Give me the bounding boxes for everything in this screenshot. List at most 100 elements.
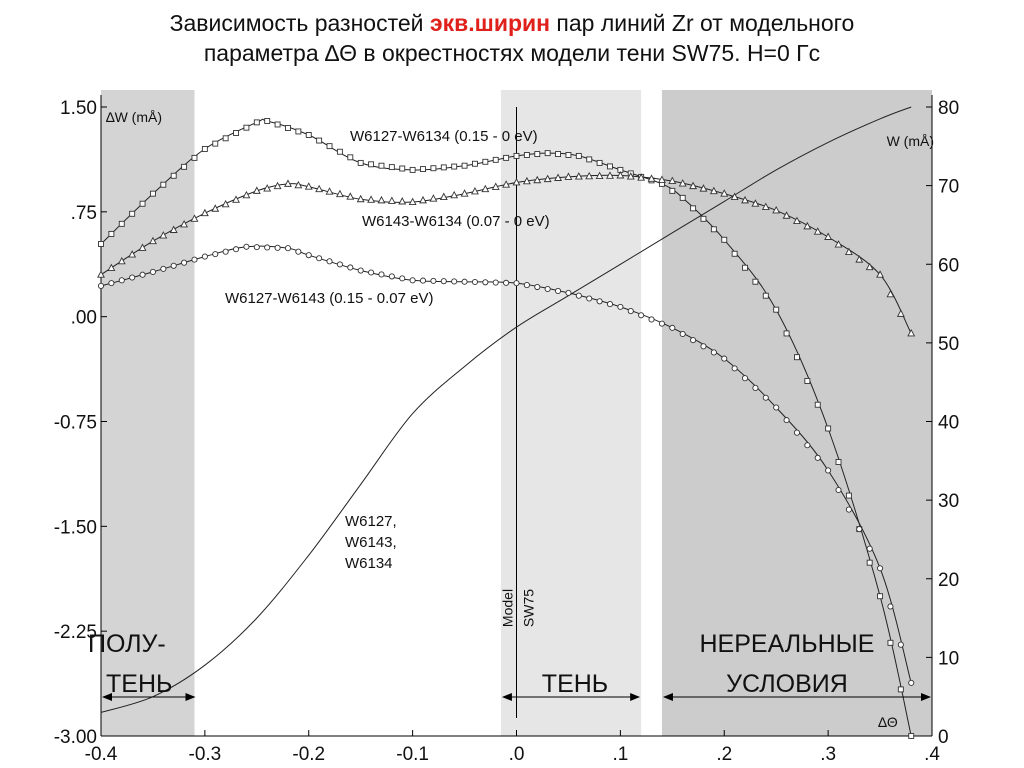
marker-triangle xyxy=(782,211,791,219)
marker-triangle xyxy=(657,175,666,183)
marker-triangle xyxy=(232,195,240,203)
marker-triangle xyxy=(169,225,178,233)
marker-triangle xyxy=(761,202,770,211)
marker-circle xyxy=(752,384,759,392)
y-left-tick-label: 1.50 xyxy=(60,98,97,119)
region-label-unreal: УСЛОВИЯ xyxy=(726,670,848,698)
marker-triangle xyxy=(481,184,490,193)
series-markers xyxy=(97,118,916,739)
series-line-1 xyxy=(100,118,912,737)
marker-triangle xyxy=(886,289,895,298)
marker-triangle xyxy=(647,174,656,182)
y-left-tick-label: .75 xyxy=(71,203,97,224)
y-right-tick-label: 50 xyxy=(938,334,959,355)
marker-triangle xyxy=(107,263,116,271)
marker-circle xyxy=(731,365,738,372)
marker-circle xyxy=(679,330,686,338)
marker-circle xyxy=(856,526,863,533)
marker-circle xyxy=(305,252,312,259)
marker-circle xyxy=(170,262,177,269)
marker-triangle xyxy=(491,182,500,190)
marker-triangle xyxy=(824,232,833,240)
marker-square xyxy=(409,166,416,173)
marker-circle xyxy=(388,273,395,280)
marker-square xyxy=(565,152,572,158)
series-label-4: W6127, xyxy=(345,513,397,530)
marker-circle xyxy=(212,251,219,258)
marker-triangle xyxy=(512,178,521,186)
chart-title: Зависимость разностей экв.ширин пар лини… xyxy=(0,8,1024,68)
marker-triangle xyxy=(138,243,147,251)
x-tick-label: -0.1 xyxy=(396,744,429,765)
marker-triangle xyxy=(439,192,448,200)
marker-circle xyxy=(139,271,146,278)
marker-square xyxy=(503,154,510,161)
marker-square xyxy=(690,205,697,212)
y-left-axis-label: ∆W (mÅ) xyxy=(106,109,162,125)
series-label-2: W6143-W6134 (0.07 - 0 eV) xyxy=(362,213,550,230)
marker-circle xyxy=(710,349,717,356)
marker-circle xyxy=(503,279,510,286)
marker-circle xyxy=(347,264,354,271)
marker-circle xyxy=(419,277,427,284)
marker-triangle xyxy=(907,328,916,337)
marker-square xyxy=(233,130,239,136)
series-label-4: W6143, xyxy=(345,534,397,551)
marker-triangle xyxy=(128,250,137,258)
marker-square xyxy=(845,492,852,499)
marker-circle xyxy=(762,394,769,401)
title-highlight: экв.ширин xyxy=(429,10,551,36)
marker-circle xyxy=(627,308,634,315)
marker-triangle xyxy=(450,190,459,199)
marker-circle xyxy=(523,282,530,289)
marker-square xyxy=(191,154,198,161)
marker-square xyxy=(108,230,115,237)
marker-square xyxy=(357,159,364,166)
region-label-semi-shadow: ТЕНЬ xyxy=(106,670,172,698)
marker-square xyxy=(336,148,343,155)
marker-triangle xyxy=(211,204,220,212)
marker-square xyxy=(378,162,385,169)
marker-square xyxy=(316,137,323,144)
marker-triangle xyxy=(294,180,303,189)
marker-square xyxy=(523,152,530,158)
marker-square xyxy=(160,181,167,188)
marker-triangle xyxy=(377,195,386,204)
marker-circle xyxy=(201,253,208,260)
marker-square xyxy=(721,236,728,243)
marker-triangle xyxy=(564,172,573,180)
marker-square xyxy=(544,150,551,157)
marker-triangle xyxy=(460,189,469,197)
marker-square xyxy=(118,220,125,227)
series-line-4 xyxy=(100,106,912,713)
marker-circle xyxy=(773,404,780,411)
marker-square xyxy=(139,200,146,207)
marker-triangle xyxy=(855,255,864,263)
title-part-1: Зависимость разностей xyxy=(169,10,430,36)
y-left-tick-label: -3.00 xyxy=(54,727,97,748)
marker-circle xyxy=(804,442,811,449)
marker-circle xyxy=(721,355,728,362)
model-sw75-label: SW75 xyxy=(521,589,537,627)
marker-circle xyxy=(741,375,749,382)
marker-triangle xyxy=(408,197,417,205)
marker-square xyxy=(170,172,177,179)
marker-triangle xyxy=(730,192,739,200)
marker-triangle xyxy=(574,172,583,180)
marker-square xyxy=(825,425,832,432)
y-right-tick-label: 80 xyxy=(938,98,959,119)
marker-square xyxy=(731,250,738,257)
marker-triangle xyxy=(678,179,687,187)
marker-circle xyxy=(638,312,645,319)
x-tick-label: .0 xyxy=(509,744,525,765)
series-label-1: W6127-W6134 (0.15 - 0 eV) xyxy=(350,128,538,145)
marker-square xyxy=(482,158,489,165)
marker-triangle xyxy=(419,195,427,204)
y-right-tick-label: 0 xyxy=(938,727,949,748)
marker-square xyxy=(742,264,748,271)
marker-triangle xyxy=(554,173,563,181)
marker-triangle xyxy=(159,231,168,239)
marker-triangle xyxy=(252,186,261,194)
shaded-regions xyxy=(101,90,932,736)
